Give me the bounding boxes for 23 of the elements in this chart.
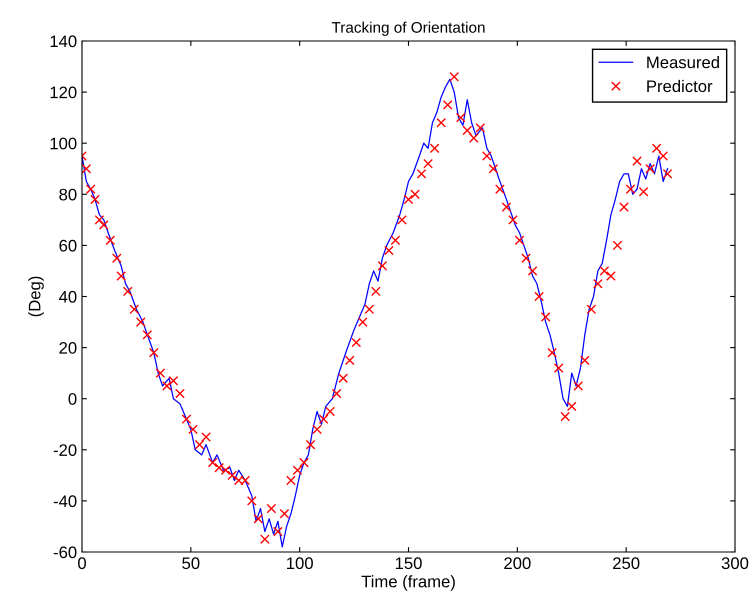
y-tick-label: 40	[58, 290, 76, 303]
x-tick-label: 150	[396, 557, 422, 570]
y-tick-label: 140	[50, 35, 76, 48]
y-tick-label: -40	[54, 495, 76, 508]
legend-label: Predictor	[647, 80, 712, 92]
x-tick-label: 100	[287, 557, 313, 570]
y-tick-label: -20	[54, 444, 76, 456]
x-tick-label: 50	[182, 557, 200, 570]
y-tick-label: 20	[59, 342, 76, 354]
x-axis-title: Time (frame)	[362, 575, 455, 591]
y-tick-label: 100	[50, 138, 76, 150]
x-tick-label: 300	[722, 557, 748, 570]
legend-label: Measured	[647, 56, 719, 68]
x-tick-label: 250	[613, 557, 640, 570]
y-tick-label: -60	[54, 546, 76, 558]
x-tick-label: 0	[78, 557, 86, 570]
x-tick-label: 200	[504, 557, 531, 570]
y-tick-label: 120	[50, 86, 76, 98]
y-tick-label: 80	[59, 188, 76, 201]
y-tick-label: 0	[68, 393, 76, 405]
y-axis-title: (Deg)	[28, 276, 44, 316]
y-tick-label: 60	[59, 240, 76, 252]
chart-title: Tracking of Orientation	[332, 22, 484, 36]
